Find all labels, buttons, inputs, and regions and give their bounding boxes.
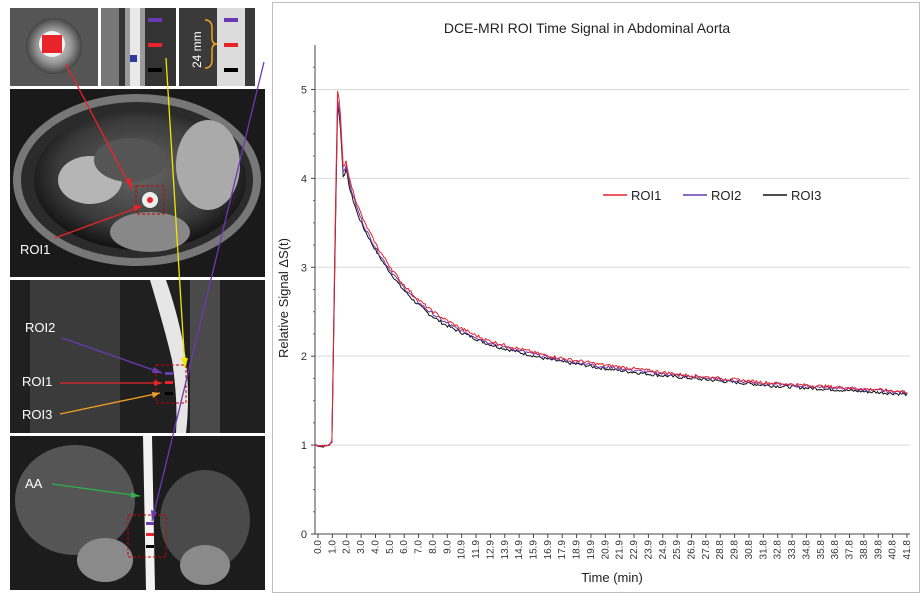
x-tick-label: 8.0 [428,540,439,554]
x-tick-label: 22.9 [629,540,640,560]
signal-chart: DCE-MRI ROI Time Signal in Abdominal Aor… [272,2,920,593]
x-tick-label: 16.9 [543,540,554,560]
x-tick-label: 37.8 [845,540,856,560]
x-tick-label: 33.8 [787,540,798,560]
arrow-red-zoom [65,63,133,191]
arrow-yellow [165,57,186,369]
legend-label-roi1: ROI1 [631,188,661,203]
y-tick-label: 2 [301,351,307,363]
label-roi2: ROI2 [25,320,56,335]
x-ticks: 0.0 1.0 2.0 3.0 4.0 5.0 6.0 7.0 8.0 9.0 10.9 11.9 12… [313,534,913,559]
x-tick-label: 35.8 [816,540,827,560]
series-line-roi2 [315,99,908,447]
x-tick-label: 14.9 [514,540,525,560]
mri-panels [10,8,265,590]
arrow-roi3 [59,392,161,415]
x-tick-label: 27.8 [701,540,712,560]
y-tick-label: 4 [301,173,307,185]
x-tick-label: 29.8 [730,540,741,560]
x-tick-label: 10.9 [457,540,468,560]
x-tick-label: 34.8 [801,540,812,560]
x-tick-label: 13.9 [500,540,511,560]
x-tick-label: 19.9 [586,540,597,560]
x-tick-label: 7.0 [414,540,425,554]
x-tick-label: 17.9 [557,540,568,560]
annotation-arrows [51,57,265,522]
arrow-aa [51,483,141,497]
series-line-roi3 [314,106,908,448]
y-tick-label: 0 [301,529,307,541]
series-line-roi1 [314,90,908,448]
axial-slice-panel [10,89,265,277]
legend-label-roi3: ROI3 [791,188,821,203]
x-tick-label: 23.9 [643,540,654,560]
arrow-roi2 [61,337,163,374]
label-roi1-sagittal: ROI1 [22,374,53,389]
x-tick-label: 18.9 [572,540,583,560]
zoom-coronal-thumbnail [179,8,255,86]
chart-svg: DCE-MRI ROI Time Signal in Abdominal Aor… [276,20,913,585]
x-tick-label: 0.0 [313,540,324,554]
x-tick-label: 41.8 [902,540,913,560]
x-tick-label: 38.8 [859,540,870,560]
y-tick-label: 3 [301,262,307,274]
label-roi1-axial: ROI1 [20,242,51,257]
y-tick-label: 5 [301,84,307,96]
chart-title: DCE-MRI ROI Time Signal in Abdominal Aor… [444,20,731,36]
x-tick-label: 1.0 [327,540,338,554]
coronal-slice-panel [10,436,265,590]
x-tick-label: 40.8 [888,540,899,560]
x-tick-label: 2.0 [342,540,353,554]
x-tick-label: 6.0 [399,540,410,554]
y-tick-label: 1 [301,440,307,452]
x-tick-label: 11.9 [471,540,482,559]
zoom-axial-thumbnail [10,8,98,86]
x-tick-label: 36.8 [830,540,841,560]
x-tick-label: 12.9 [485,540,496,560]
x-tick-label: 4.0 [370,540,381,554]
mri-figure: 24 mm ROI1 ROI2 ROI1 ROI3 AA [0,0,270,595]
label-roi3: ROI3 [22,407,53,422]
series-lines [314,90,908,448]
x-axis-label: Time (min) [581,570,643,585]
x-tick-label: 25.9 [672,540,683,560]
x-tick-label: 3.0 [356,540,367,554]
sagittal-slice-panel [10,280,265,433]
x-tick-label: 15.9 [528,540,539,560]
x-tick-label: 39.8 [873,540,884,560]
x-tick-label: 26.9 [687,540,698,560]
gridlines [315,88,910,446]
x-tick-label: 28.8 [715,540,726,560]
label-aa: AA [25,476,43,491]
arrow-purple [151,61,265,522]
legend: ROI1 ROI2 ROI3 [603,188,821,203]
arrow-roi1-axial [54,205,143,239]
scale-label: 24 mm [190,31,204,68]
x-tick-label: 9.0 [442,540,453,554]
y-axis-label: Relative Signal ΔS(t) [276,238,291,358]
x-tick-label: 5.0 [385,540,396,554]
x-tick-label: 20.9 [600,540,611,560]
x-tick-label: 30.8 [744,540,755,560]
axes [314,45,910,535]
y-ticks: 0 1 2 3 4 5 [301,66,315,541]
legend-label-roi2: ROI2 [711,188,741,203]
x-tick-label: 21.9 [615,540,626,560]
x-tick-label: 31.8 [758,540,769,560]
x-tick-label: 24.9 [658,540,669,560]
x-tick-label: 32.8 [773,540,784,560]
zoom-sagittal-thumbnail [101,8,176,86]
